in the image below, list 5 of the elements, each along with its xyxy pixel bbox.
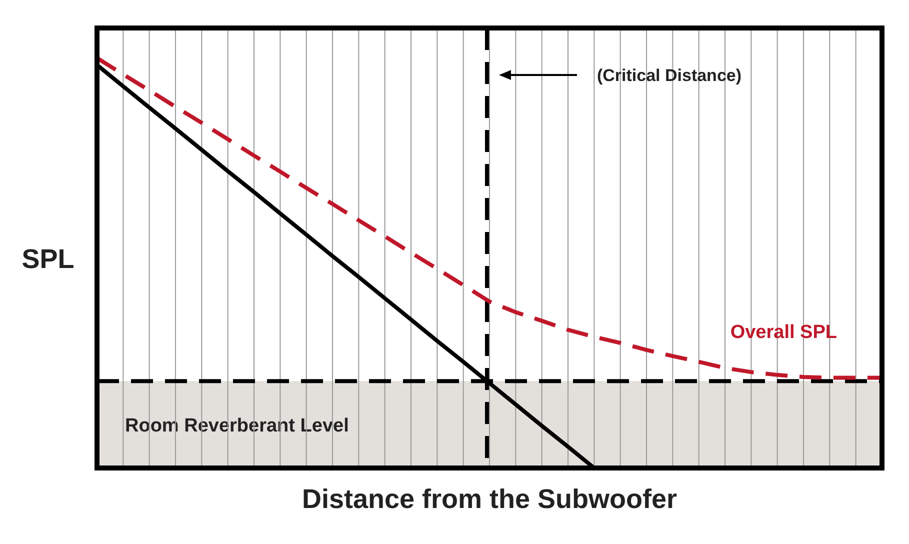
band-label: Room Reverberant Level (125, 416, 349, 437)
series-label: Overall SPL (730, 322, 838, 343)
x-axis-title: Distance from the Subwoofer (302, 484, 678, 514)
y-axis-title: SPL (22, 244, 74, 274)
annotation: (Critical Distance) (596, 66, 742, 85)
